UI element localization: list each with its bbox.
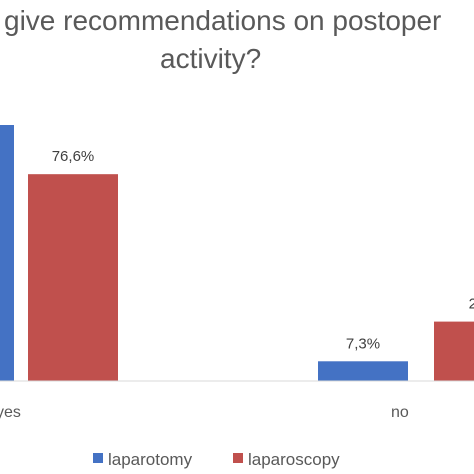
bar-laparoscopy-no	[434, 321, 474, 381]
legend-item-laparoscopy: laparoscopy	[233, 450, 340, 469]
category-labels: yes no	[0, 404, 409, 421]
chart-title-line-2: activity?	[160, 43, 261, 74]
data-label-laparotomy-no: 7,3%	[346, 335, 380, 352]
bar-laparotomy-no	[318, 361, 408, 381]
chart-title-line-1: give recommendations on postoper	[4, 5, 441, 36]
legend-item-laparotomy: laparotomy	[93, 450, 193, 469]
plot-area: 7,3% 76,6% 22,	[0, 125, 474, 381]
legend: laparotomy laparoscopy	[93, 450, 340, 469]
legend-label-laparoscopy: laparoscopy	[248, 450, 340, 469]
bar-laparoscopy-yes	[28, 174, 118, 381]
category-label-yes: yes	[0, 404, 21, 421]
data-label-laparoscopy-no: 22,	[469, 296, 474, 313]
chart-title: give recommendations on postoper activit…	[4, 5, 441, 74]
bar-laparotomy-yes	[0, 125, 14, 381]
legend-swatch-laparoscopy	[233, 453, 243, 463]
data-label-laparoscopy-yes: 76,6%	[52, 148, 95, 165]
legend-label-laparotomy: laparotomy	[108, 450, 193, 469]
category-label-no: no	[391, 404, 409, 421]
legend-swatch-laparotomy	[93, 453, 103, 463]
